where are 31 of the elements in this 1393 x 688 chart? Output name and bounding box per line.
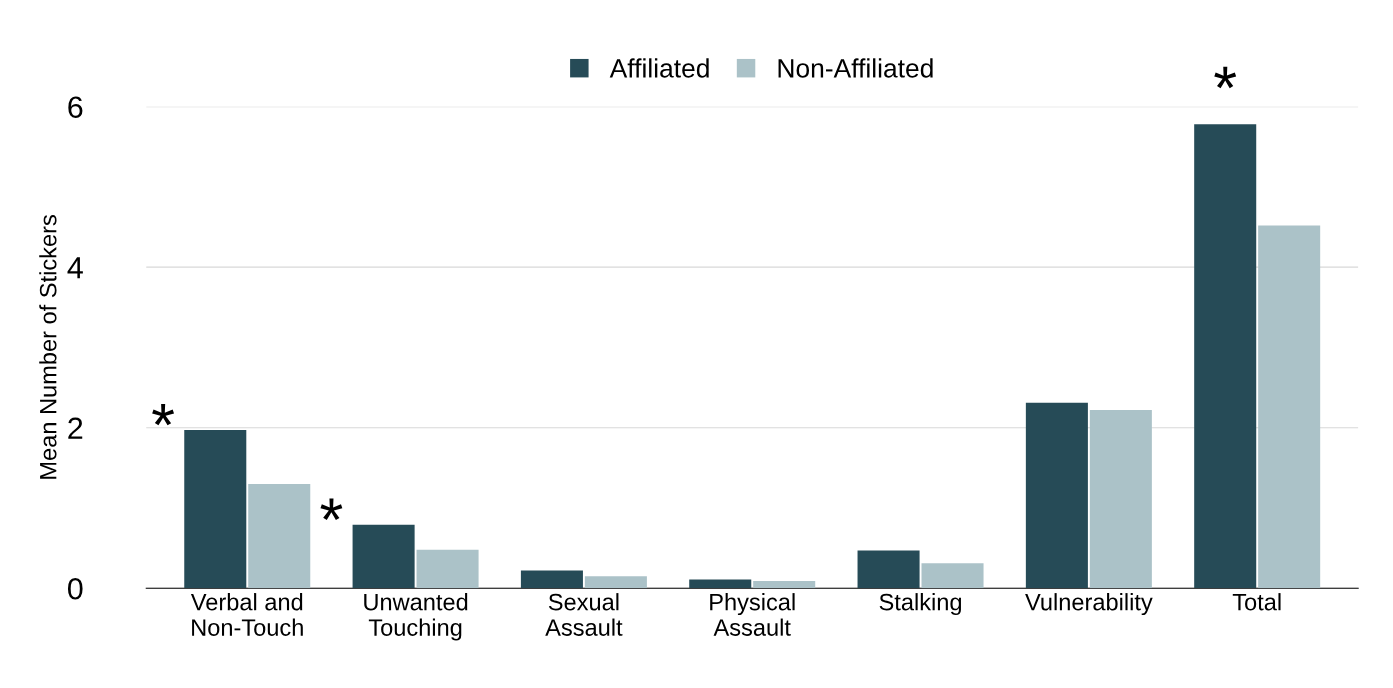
- x-tick-label: Sexual Assault: [545, 593, 623, 636]
- x-tick-label: Vulnerability: [1025, 593, 1153, 616]
- bar: [352, 524, 415, 589]
- bar: [1258, 225, 1321, 589]
- bar: [1025, 402, 1088, 589]
- bar: [689, 579, 752, 589]
- x-tick-label: Unwanted Touching: [364, 593, 468, 641]
- x-tick-label: Stalking: [879, 593, 962, 616]
- legend-label: Non-Affiliated: [778, 58, 933, 78]
- y-axis-title: Mean Number of Stickers: [39, 215, 57, 479]
- bar: [753, 581, 816, 589]
- annotation: *: [1214, 66, 1237, 89]
- bar: [416, 549, 479, 589]
- bar: [184, 430, 247, 589]
- y-tick-label: 2: [68, 417, 83, 439]
- x-tick-label: Total: [1232, 593, 1281, 611]
- bar: [1194, 124, 1257, 589]
- legend-label: Affiliated: [609, 58, 709, 78]
- y-tick-label: 0: [67, 577, 83, 600]
- bar: [921, 563, 984, 589]
- bar: [584, 576, 647, 589]
- bar: [520, 570, 583, 589]
- y-tick-label: 4: [67, 257, 83, 279]
- y-tick-label: 6: [68, 96, 83, 119]
- bar: [248, 483, 311, 589]
- x-tick-label: Physical Assault: [710, 593, 795, 636]
- annotation: *: [152, 403, 175, 426]
- x-tick-label: Verbal and Non-Touch: [190, 593, 303, 636]
- bar: [1089, 410, 1152, 589]
- bar: [857, 550, 920, 589]
- annotation: *: [320, 498, 343, 521]
